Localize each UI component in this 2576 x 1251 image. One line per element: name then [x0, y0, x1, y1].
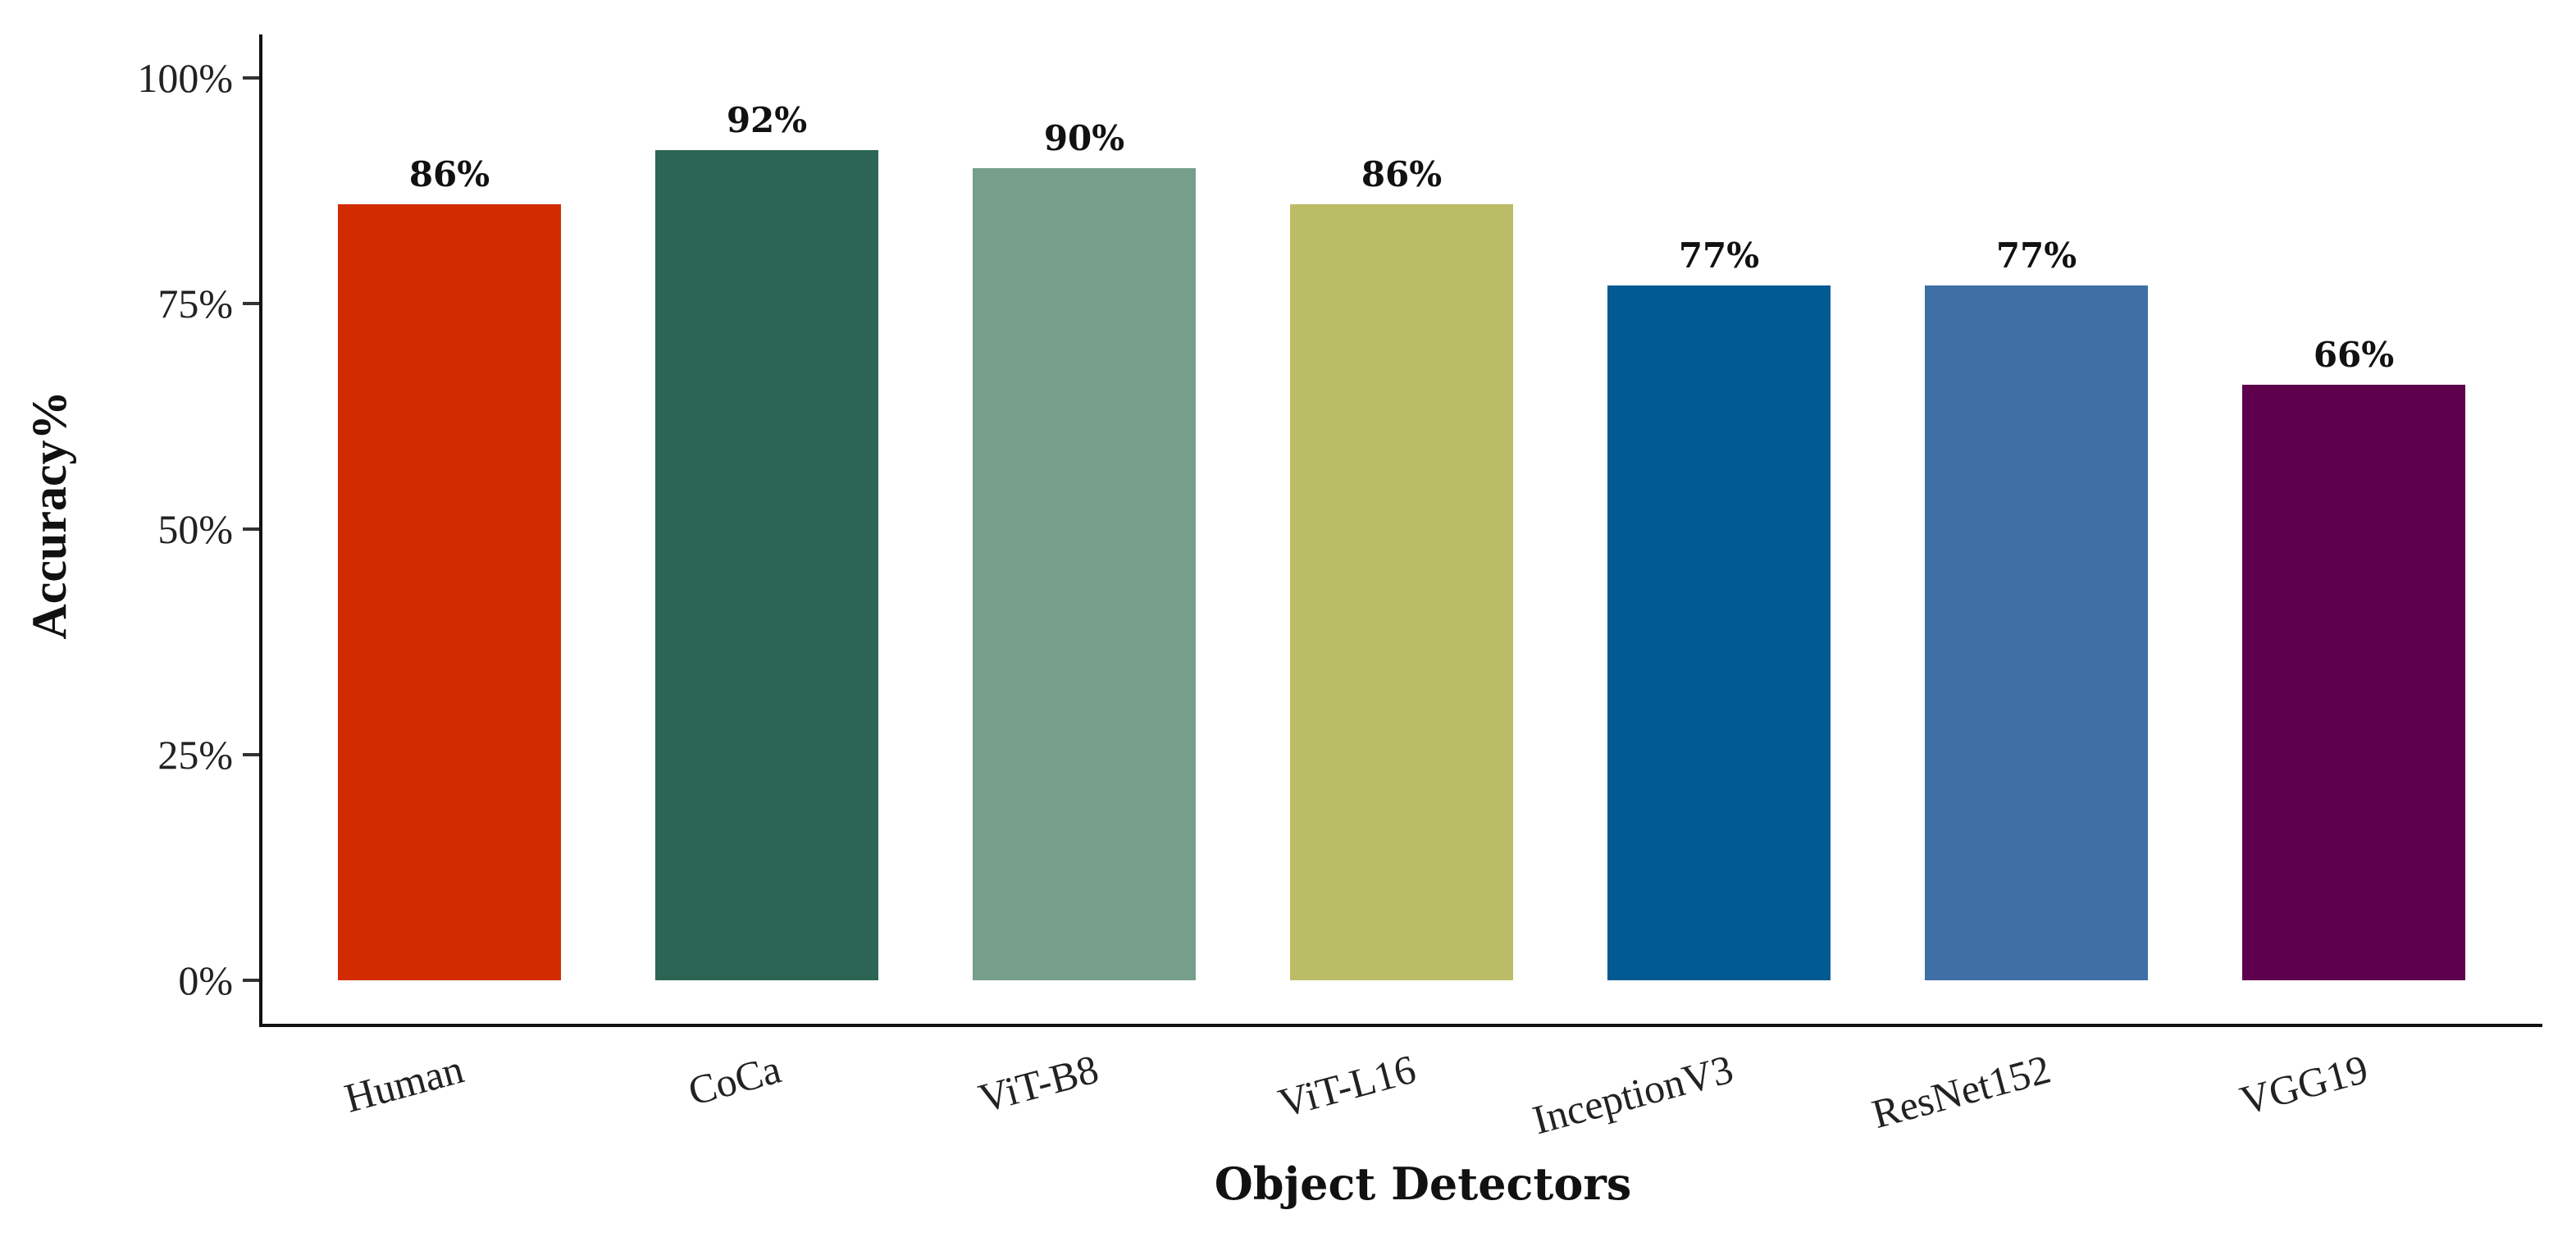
y-tick-label: 50% [157, 506, 233, 552]
value-label-resnet152: 77% [1996, 235, 2077, 276]
y-tick-label: 0% [178, 957, 233, 1003]
bar-vit-l16 [1290, 204, 1513, 980]
x-tick-label-vit-l16: ViT-L16 [1274, 1046, 1420, 1126]
bar-vit-b8 [973, 168, 1196, 980]
bar-coca [655, 150, 878, 980]
value-labels: 86% 92% 90% 86% 77% 77% 66% [409, 100, 2394, 375]
bars [338, 150, 2465, 980]
x-tick-label-coca: CoCa [683, 1046, 786, 1115]
value-label-inceptionv3: 77% [1679, 235, 1759, 276]
value-label-vit-b8: 90% [1044, 118, 1124, 158]
x-axis-title: Object Detectors [1215, 1157, 1632, 1210]
y-tick-label: 100% [137, 55, 233, 101]
value-label-vit-l16: 86% [1361, 154, 1442, 194]
bar-human [338, 204, 561, 980]
x-tick-label-inceptionv3: InceptionV3 [1528, 1046, 1738, 1144]
bar-vgg19 [2242, 385, 2465, 980]
axis-lines [259, 34, 2542, 1027]
value-label-coca: 92% [727, 100, 807, 140]
value-label-vgg19: 66% [2314, 335, 2394, 375]
x-tick-label-resnet152: ResNet152 [1867, 1046, 2055, 1138]
x-axis-tick-labels: Human CoCa ViT-B8 ViT-L16 InceptionV3 ResNet1… [340, 1046, 2373, 1144]
bar-inceptionv3 [1607, 285, 1831, 980]
value-label-human: 86% [409, 154, 490, 194]
y-axis-title: Accuracy% [22, 390, 76, 639]
x-tick-label-human: Human [340, 1046, 468, 1121]
y-tick-label: 75% [157, 281, 233, 326]
x-tick-label-vit-b8: ViT-B8 [973, 1046, 1102, 1121]
y-tick-label: 25% [157, 732, 233, 778]
x-tick-label-vgg19: VGG19 [2235, 1046, 2372, 1124]
bar-resnet152 [1925, 285, 2148, 980]
y-axis-ticks: 0% 25% 50% 75% 100% [137, 55, 261, 1003]
